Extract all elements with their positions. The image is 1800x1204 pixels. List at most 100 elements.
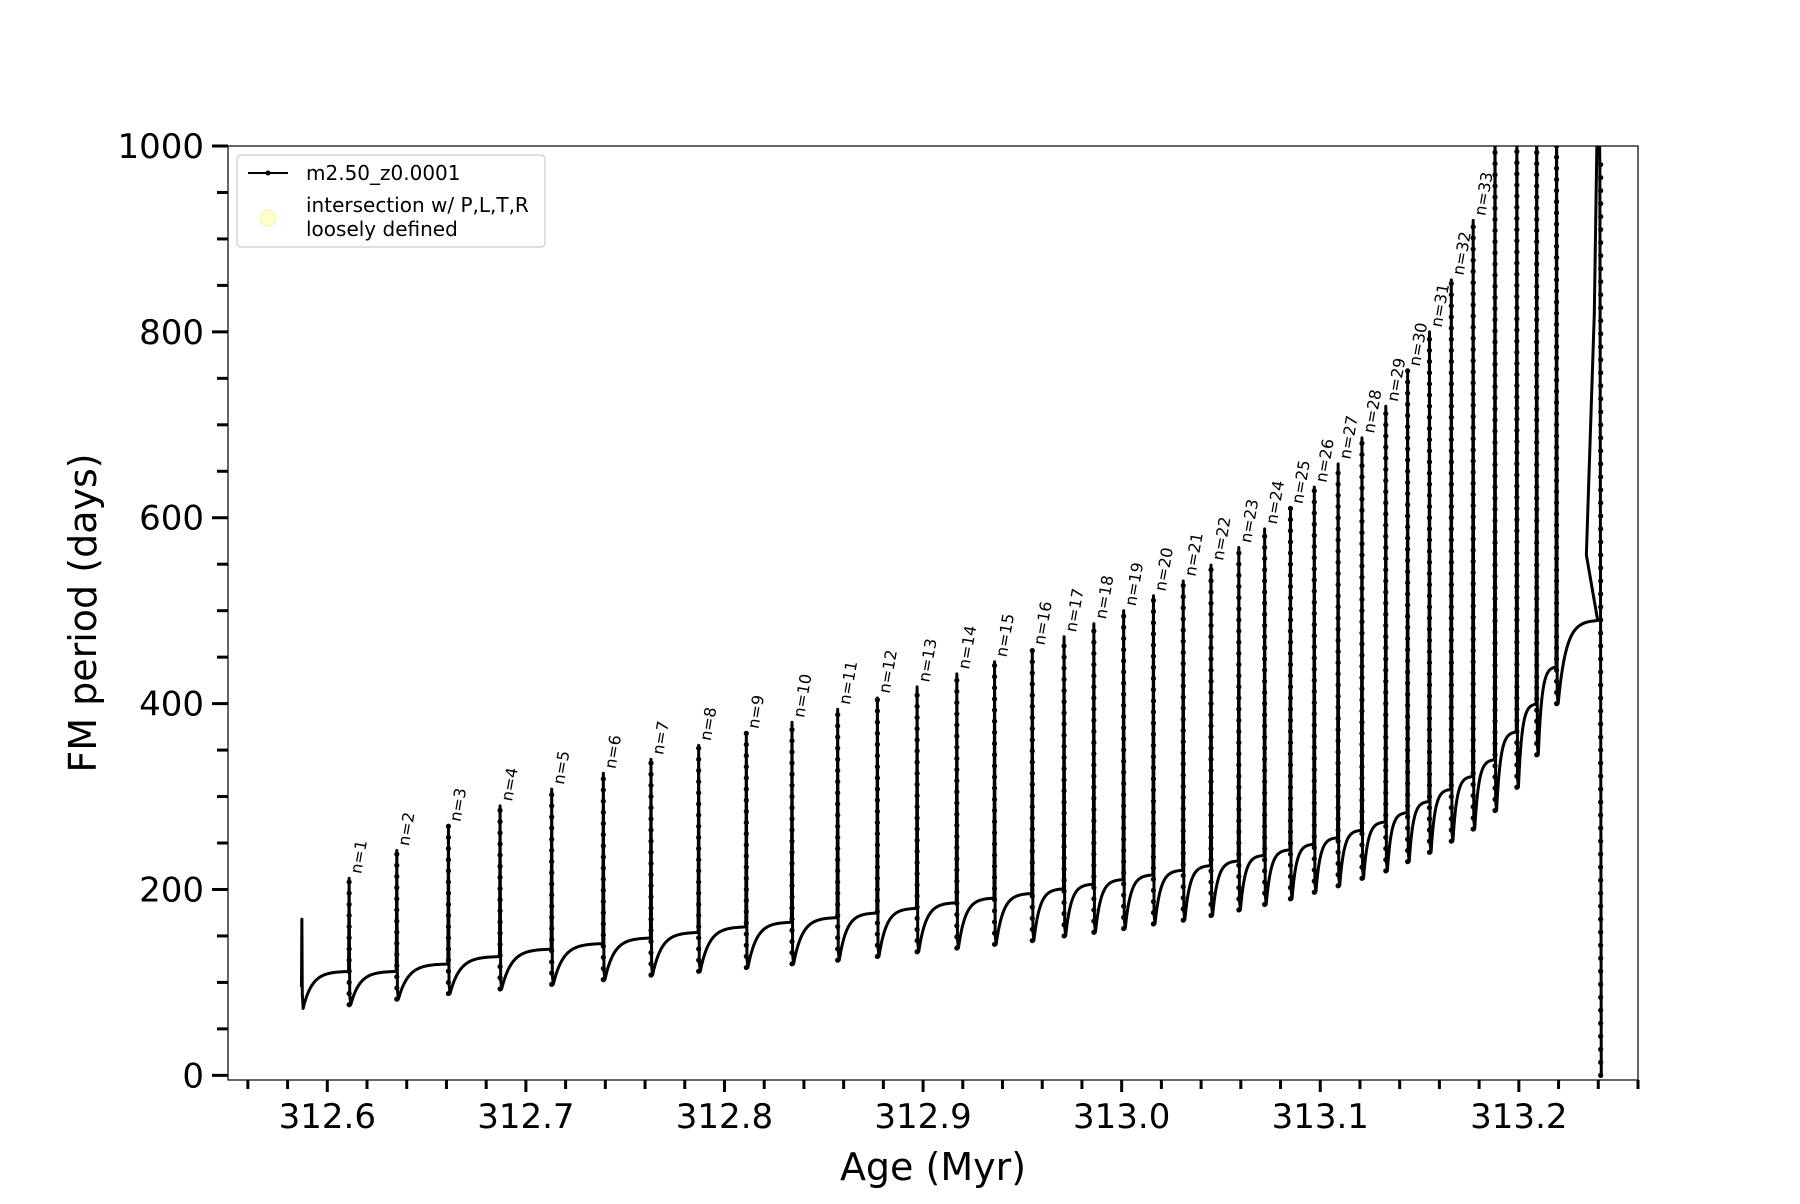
- series-point: [1287, 606, 1294, 612]
- series-point: [1311, 700, 1317, 706]
- series-point: [1311, 856, 1317, 862]
- series-point: [1335, 503, 1341, 510]
- series-point: [1448, 559, 1454, 565]
- series-point: [1553, 288, 1560, 294]
- series-point: [1534, 484, 1540, 490]
- series-point: [1598, 721, 1604, 727]
- series-point: [1514, 751, 1520, 757]
- series-point: [346, 946, 352, 952]
- series-point: [1534, 685, 1540, 691]
- series-point: [1492, 451, 1498, 457]
- series-point: [1534, 227, 1540, 234]
- series-point: [1236, 907, 1242, 913]
- series-point: [914, 714, 920, 721]
- series-point: [1470, 291, 1476, 297]
- series-point: [1405, 725, 1411, 731]
- series-point: [1514, 394, 1520, 400]
- series-point: [1534, 428, 1540, 434]
- series-point: [1262, 634, 1268, 640]
- pulse-label-n17: n=17: [1061, 587, 1087, 634]
- series-point: [648, 849, 654, 855]
- series-point: [1553, 388, 1560, 394]
- pulse-label-n20: n=20: [1151, 546, 1177, 593]
- series-point: [835, 924, 841, 930]
- series-point: [835, 890, 841, 896]
- series-point: [1492, 495, 1498, 501]
- series-point: [1598, 838, 1604, 844]
- pulse-label-n8: n=8: [696, 706, 721, 743]
- series-point: [1514, 349, 1520, 355]
- series-point: [1150, 910, 1157, 916]
- series-point: [1598, 786, 1604, 792]
- series-point: [835, 812, 841, 818]
- series-point: [743, 819, 749, 826]
- series-point: [648, 927, 654, 933]
- series-point: [1180, 594, 1186, 600]
- series-point: [1514, 762, 1520, 768]
- series-point: [1236, 684, 1242, 690]
- series-point: [1598, 448, 1604, 454]
- series-point: [1262, 701, 1268, 707]
- series-point: [1359, 786, 1365, 792]
- series-point: [1514, 606, 1520, 612]
- series-point: [954, 923, 960, 929]
- series-point: [1426, 738, 1433, 744]
- series-point: [1534, 595, 1540, 602]
- series-point: [1029, 703, 1035, 710]
- series-point: [1598, 526, 1604, 532]
- series-point: [1514, 249, 1520, 255]
- series-point: [1598, 201, 1604, 207]
- series-point: [1287, 829, 1294, 835]
- series-point: [1150, 832, 1157, 838]
- series-point: [1448, 503, 1454, 510]
- series-point: [1534, 451, 1540, 457]
- series-point: [789, 872, 795, 878]
- series-point: [394, 896, 400, 902]
- series-point: [1470, 458, 1476, 464]
- series-point: [1598, 266, 1604, 272]
- series-point: [1180, 895, 1186, 901]
- series-point: [789, 860, 795, 867]
- series-point: [914, 703, 920, 710]
- series-point: [1359, 864, 1365, 870]
- series-point: [1598, 318, 1604, 324]
- series-point: [1236, 572, 1242, 578]
- series-point: [696, 823, 702, 829]
- series-point: [991, 897, 998, 903]
- series-point: [1236, 728, 1242, 735]
- series-point: [991, 774, 998, 780]
- series-point: [1448, 336, 1454, 342]
- series-point: [1598, 435, 1604, 441]
- series-point: [1287, 795, 1294, 802]
- series-point: [1553, 567, 1560, 573]
- series-point: [1514, 517, 1520, 523]
- series-point: [1287, 517, 1294, 523]
- series-point: [1359, 530, 1365, 536]
- series-point: [1287, 628, 1294, 634]
- series-point: [1311, 599, 1317, 605]
- series-point: [696, 779, 702, 785]
- series-point: [789, 760, 795, 766]
- series-point: [874, 708, 880, 714]
- series-point: [1405, 424, 1411, 430]
- series-point: [1236, 773, 1242, 779]
- series-point: [1492, 439, 1498, 446]
- series-point: [1534, 406, 1540, 412]
- series-point: [1061, 877, 1067, 883]
- series-point: [1426, 660, 1433, 666]
- series-point: [1262, 779, 1268, 785]
- series-point: [1359, 719, 1365, 725]
- series-point: [1262, 667, 1268, 673]
- series-point: [600, 898, 606, 905]
- series-point: [1470, 625, 1476, 631]
- series-point: [874, 853, 880, 859]
- series-point: [1383, 667, 1389, 673]
- series-point: [874, 730, 880, 736]
- series-point: [1208, 645, 1214, 651]
- series-point: [600, 887, 606, 894]
- series-point: [1383, 812, 1389, 818]
- series-point: [1598, 500, 1604, 506]
- series-point: [1492, 395, 1498, 401]
- series-point: [1208, 857, 1214, 863]
- series-point: [1208, 801, 1214, 807]
